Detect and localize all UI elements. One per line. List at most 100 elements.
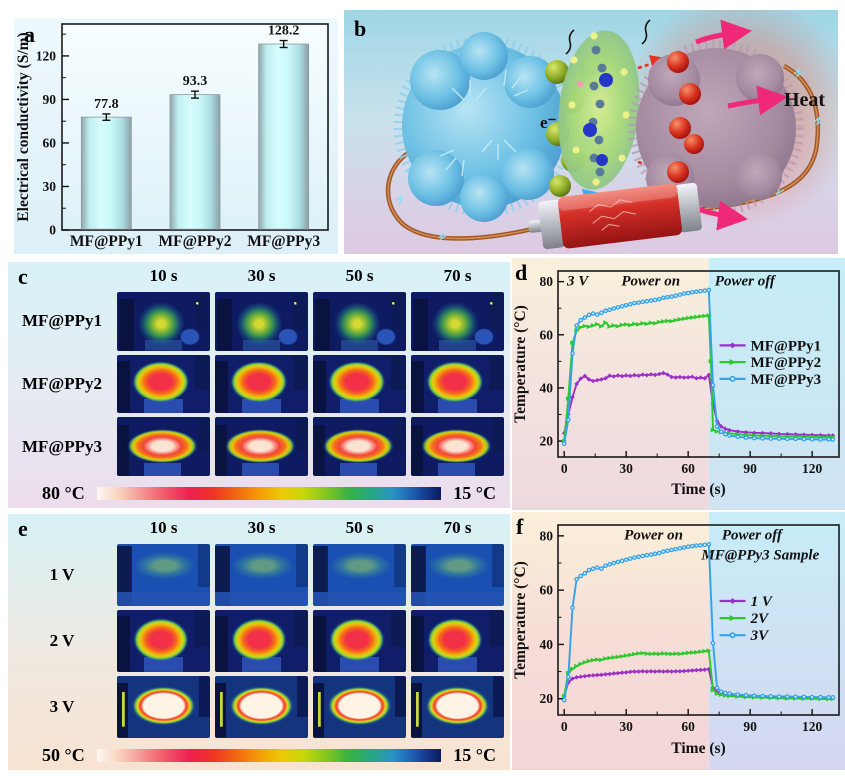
row-label: MF@PPy3 xyxy=(21,436,102,456)
panel-e-header-row: 10 s 30 s 50 s 70 s xyxy=(12,516,504,540)
thermal-image xyxy=(117,292,210,351)
time-header: 10 s xyxy=(149,266,178,285)
time-header: 30 s xyxy=(247,266,276,285)
thermal-row-ppy3: MF@PPy3 xyxy=(12,417,504,477)
svg-text:30: 30 xyxy=(619,461,633,476)
svg-text:0: 0 xyxy=(49,223,56,238)
thermal-image xyxy=(215,610,308,672)
axes: 0 30 60 90 120 20 40 60 80 xyxy=(540,528,823,734)
bar-value-label: 93.3 xyxy=(183,74,208,89)
thermal-image xyxy=(215,417,308,477)
svg-text:90: 90 xyxy=(743,719,757,734)
time-header: 70 s xyxy=(443,266,472,285)
thermal-image xyxy=(313,676,406,738)
thermal-image xyxy=(313,610,406,672)
row-label: MF@PPy1 xyxy=(21,311,102,331)
legend-entry: MF@PPy2 xyxy=(751,355,822,371)
svg-text:30: 30 xyxy=(43,179,57,194)
bar xyxy=(80,116,132,230)
panel-c-label: c xyxy=(18,264,28,289)
row-label: 1 V xyxy=(49,565,75,584)
time-header: 70 s xyxy=(443,518,472,537)
svg-text:20: 20 xyxy=(540,691,554,706)
heating-mechanism-illustration: e⁻ xyxy=(344,10,838,254)
bars: 77.8 MF@PPy1 93.3 MF@PPy2 128.2 MF@PPy3 xyxy=(70,24,321,250)
thermal-image xyxy=(215,292,308,351)
panel-e-colorbar-row: 50 °C 15 °C xyxy=(12,744,504,766)
battery-print xyxy=(588,199,636,231)
y-axis-label: Electrical conductivity (S/m) xyxy=(15,32,32,221)
annotation: Power on xyxy=(624,528,683,544)
legend-entry: MF@PPy3 xyxy=(751,372,822,388)
scale-min-label: 15 °C xyxy=(453,482,496,503)
thermal-image xyxy=(117,417,210,477)
svg-text:90: 90 xyxy=(743,461,757,476)
panel-b-label: b xyxy=(354,16,367,41)
svg-text:60: 60 xyxy=(540,327,554,342)
legend-entry: 3V xyxy=(750,628,771,644)
svg-text:40: 40 xyxy=(540,637,554,652)
svg-text:80: 80 xyxy=(540,528,554,543)
annotation: 3 V xyxy=(566,273,590,289)
x-axis-label: Time (s) xyxy=(671,481,725,498)
y-axis: 0 30 60 90 120 xyxy=(36,33,69,238)
panel-c-colorbar-row: 80 °C 15 °C xyxy=(12,482,504,504)
bar xyxy=(169,94,221,230)
thermal-row-ppy2: MF@PPy2 xyxy=(12,354,504,414)
panel-a-label: a xyxy=(24,22,35,47)
thermal-image xyxy=(117,676,210,738)
plot-frame xyxy=(557,524,840,716)
thermal-image xyxy=(117,354,210,414)
annotation: Power off xyxy=(715,273,777,289)
thermal-image xyxy=(411,417,504,477)
temperature-colorbar xyxy=(96,748,442,762)
panel-a-conductivity: a 0 30 60 90 120 77.8 MF@PPy1 93.3 MF@PPy2 128.2 M… xyxy=(14,18,338,254)
svg-text:120: 120 xyxy=(36,48,57,63)
category-label: MF@PPy2 xyxy=(159,233,232,250)
bar-value-label: 77.8 xyxy=(94,97,119,112)
series-MF@PPy3 xyxy=(561,287,836,447)
x-axis-label: Time (s) xyxy=(671,740,725,757)
panel-c-header-row: 10 s 30 s 50 s 70 s xyxy=(12,264,504,288)
axes: 0 30 60 90 120 20 40 60 80 xyxy=(540,274,823,476)
y-axis-label: Temperature (°C) xyxy=(512,561,529,679)
panel-d-label: d xyxy=(515,260,528,285)
row-label: MF@PPy2 xyxy=(21,374,102,393)
battery xyxy=(528,182,702,250)
svg-text:20: 20 xyxy=(540,434,554,449)
thermal-row-3v: 3 V xyxy=(12,676,504,738)
thermal-row-2v: 2 V xyxy=(12,610,504,672)
category-label: MF@PPy3 xyxy=(247,233,320,250)
foam-spikes xyxy=(439,69,529,177)
panel-e-thermal-images: e 10 s 30 s 50 s 70 s 1 V 2 V 3 V xyxy=(8,514,510,770)
svg-text:120: 120 xyxy=(802,719,823,734)
power-on-region xyxy=(512,258,709,510)
time-header: 30 s xyxy=(247,518,276,537)
series-MF@PPy2 xyxy=(561,313,836,444)
conductivity-bar-chart: 0 30 60 90 120 77.8 MF@PPy1 93.3 MF@PPy2 128.2 MF@… xyxy=(15,23,329,250)
hot-particles xyxy=(667,51,704,183)
temperature-time-chart-3v: 0 30 60 90 120 20 40 60 80 Time (s) Temperature (°… xyxy=(512,258,845,510)
temperature-colorbar xyxy=(96,486,442,500)
legend-entry: MF@PPy1 xyxy=(751,338,822,354)
scale-min-label: 15 °C xyxy=(453,744,496,765)
annotation: MF@PPy3 Sample xyxy=(700,547,819,563)
thermal-image xyxy=(215,676,308,738)
legend-entry: 2V xyxy=(750,611,771,627)
thermal-image xyxy=(313,417,406,477)
plot-frame xyxy=(557,270,840,458)
electron-label: e⁻ xyxy=(540,113,557,132)
time-header: 10 s xyxy=(149,518,178,537)
svg-text:120: 120 xyxy=(802,461,823,476)
series-3V xyxy=(561,541,836,703)
thermal-image xyxy=(411,544,504,606)
panel-b-mechanism: b xyxy=(344,10,838,254)
panel-f-label: f xyxy=(516,514,524,539)
svg-text:40: 40 xyxy=(540,380,554,395)
thermal-image xyxy=(313,544,406,606)
svg-text:60: 60 xyxy=(681,461,695,476)
temperature-time-chart-voltages: 0 30 60 90 120 20 40 60 80 Time (s) Temperature (°… xyxy=(512,512,845,770)
molecule-atom xyxy=(576,80,584,88)
svg-text:60: 60 xyxy=(681,719,695,734)
